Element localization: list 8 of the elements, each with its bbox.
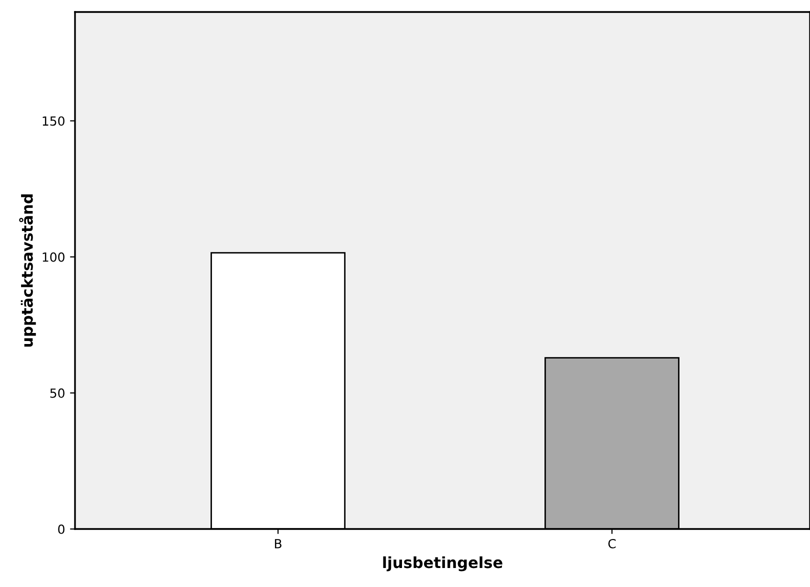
y-tick-label: 0 <box>58 524 64 534</box>
y-tick-label: 50 <box>50 388 64 398</box>
y-tick-label: 100 <box>42 252 64 262</box>
y-tick-label: 150 <box>42 116 64 126</box>
x-axis-title: ljusbetingelse <box>383 556 502 572</box>
y-axis-title: upptäcktsavstånd <box>19 194 36 347</box>
x-tick-label: C <box>608 538 616 548</box>
x-tick-label: B <box>274 539 282 548</box>
